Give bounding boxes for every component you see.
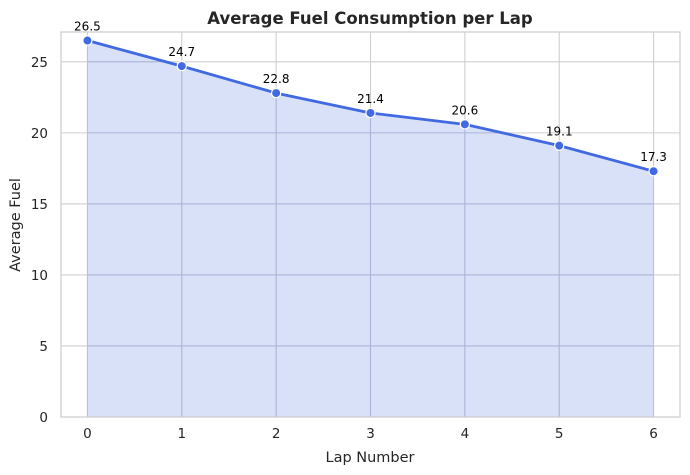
data-point bbox=[270, 87, 282, 99]
y-tick-label: 5 bbox=[39, 339, 48, 355]
data-points bbox=[82, 35, 659, 177]
x-tick-label: 0 bbox=[83, 426, 92, 442]
data-label: 17.3 bbox=[640, 150, 667, 164]
data-point bbox=[82, 35, 93, 46]
data-label: 20.6 bbox=[452, 103, 479, 117]
data-label: 22.8 bbox=[263, 72, 290, 86]
x-tick-label: 6 bbox=[649, 426, 658, 442]
data-point bbox=[176, 60, 187, 72]
y-tick-label: 20 bbox=[31, 126, 48, 142]
y-tick-label: 0 bbox=[39, 410, 48, 426]
x-tick-label: 5 bbox=[555, 426, 564, 442]
x-tick-label: 3 bbox=[366, 426, 375, 442]
x-tick-label: 4 bbox=[461, 426, 470, 442]
y-tick-label: 15 bbox=[31, 197, 48, 213]
data-label: 19.1 bbox=[546, 125, 573, 139]
x-tick-label: 2 bbox=[272, 426, 281, 442]
chart-title: Average Fuel Consumption per Lap bbox=[207, 9, 533, 28]
data-point bbox=[554, 140, 565, 151]
data-point bbox=[648, 166, 659, 177]
data-label: 24.7 bbox=[168, 45, 195, 59]
data-label: 26.5 bbox=[74, 20, 101, 34]
y-tick-label: 25 bbox=[31, 55, 48, 71]
y-axis-label: Average Fuel bbox=[8, 178, 24, 272]
data-label: 21.4 bbox=[357, 92, 384, 106]
data-point bbox=[365, 107, 376, 119]
x-axis-label: Lap Number bbox=[325, 450, 414, 466]
data-labels: 26.5 24.7 22.8 21.4 20.6 19.1 17.3 bbox=[74, 20, 667, 165]
tick-labels: 0 1 2 3 4 5 6 0 5 10 15 20 25 bbox=[31, 55, 658, 442]
x-tick-label: 1 bbox=[177, 426, 186, 442]
y-tick-label: 10 bbox=[31, 268, 48, 284]
plot-frame bbox=[60, 31, 681, 418]
data-point bbox=[459, 119, 471, 130]
